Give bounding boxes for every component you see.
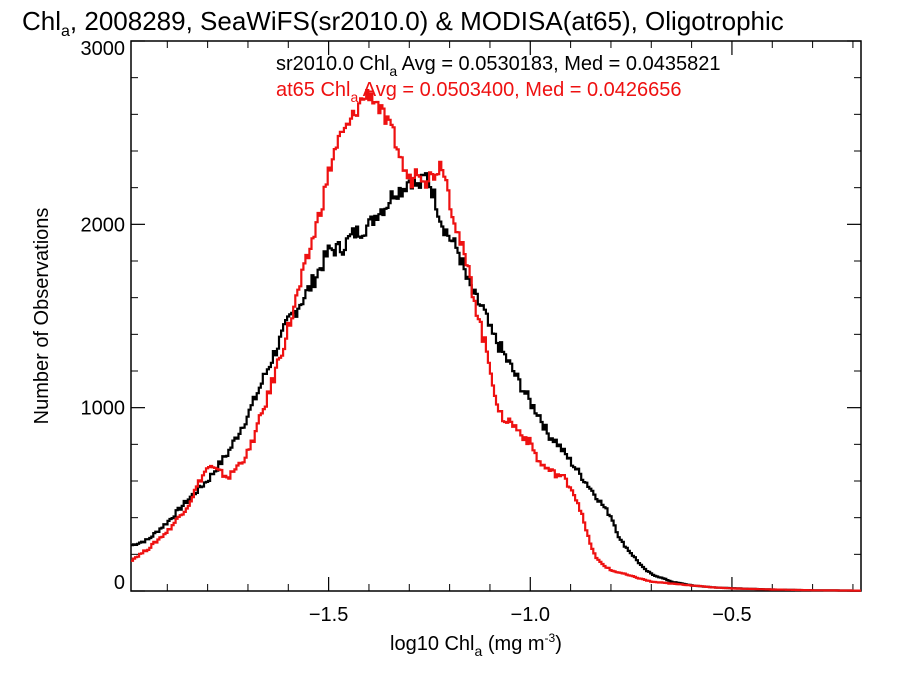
x-tick-label: −1.0 bbox=[511, 604, 550, 626]
x-axis-label: log10 Chla (mg m-3) bbox=[390, 631, 562, 659]
minor-ticks bbox=[131, 41, 861, 591]
y-axis-ticks: 0 1000 2000 3000 bbox=[81, 38, 861, 594]
y-tick-label: 0 bbox=[114, 572, 125, 594]
series-line-1 bbox=[131, 89, 861, 592]
y-tick-label: 3000 bbox=[81, 38, 126, 60]
chart-title: Chla, 2008289, SeaWiFS(sr2010.0) & MODIS… bbox=[22, 6, 784, 40]
series-line-0 bbox=[131, 172, 861, 592]
series-layer bbox=[131, 89, 861, 592]
x-tick-label: −1.5 bbox=[309, 604, 348, 626]
plot-frame bbox=[130, 40, 862, 592]
y-tick-label: 2000 bbox=[81, 214, 126, 236]
x-axis-ticks: −1.5 −1.0 −0.5 bbox=[309, 41, 752, 626]
legend-entry-sr2010: sr2010.0 Chla Avg = 0.0530183, Med = 0.0… bbox=[276, 53, 720, 79]
y-tick-label: 1000 bbox=[81, 398, 126, 420]
x-tick-label: −0.5 bbox=[712, 604, 751, 626]
legend-entry-at65: at65 Chla Avg = 0.0503400, Med = 0.04266… bbox=[276, 79, 682, 105]
y-axis-label: Number of Observations bbox=[31, 208, 53, 425]
